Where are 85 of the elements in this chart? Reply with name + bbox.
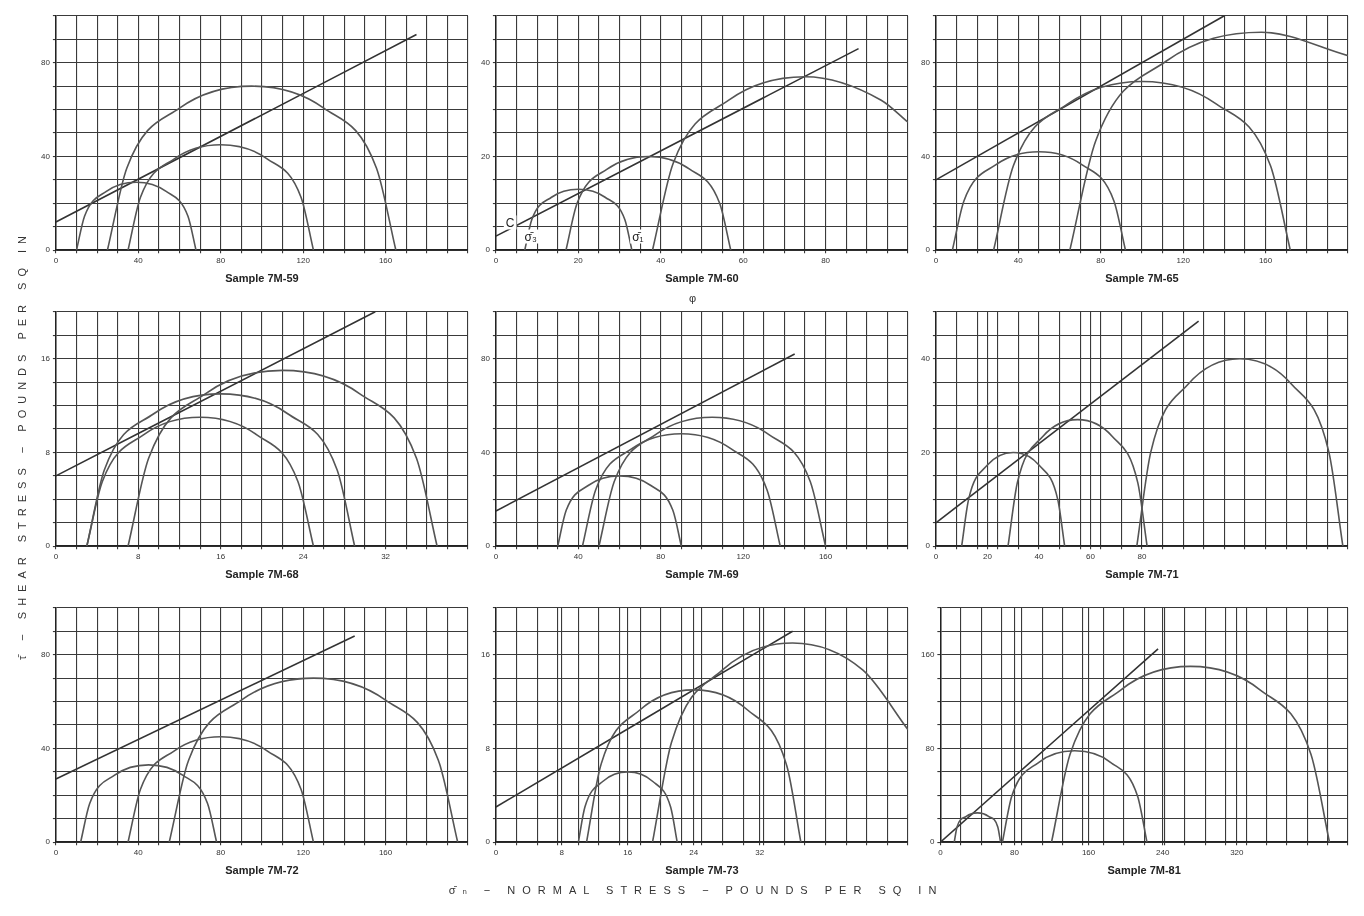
x-tick-label: 60 xyxy=(1085,552,1096,562)
y-tick-label: 0 xyxy=(485,541,491,551)
x-axis-title: Sample 7M-65 xyxy=(1105,272,1179,285)
y-tick-label: 0 xyxy=(45,541,51,551)
x-tick-label: 240 xyxy=(1156,848,1170,858)
y-tick-label: 20 xyxy=(920,447,931,457)
y-tick-label: 8 xyxy=(45,447,51,457)
annotation: C xyxy=(505,215,515,230)
x-axis-title: Sample 7M-68 xyxy=(225,568,299,581)
x-tick-label: 16 xyxy=(623,848,633,858)
x-tick-label: 40 xyxy=(1013,256,1024,266)
x-tick-label: 120 xyxy=(1176,256,1191,266)
y-tick-label: 0 xyxy=(45,837,51,847)
x-tick-label: 16 xyxy=(216,552,226,562)
y-tick-label: 40 xyxy=(480,447,491,457)
x-axis-title: Sample 7M-73 xyxy=(665,864,739,877)
x-tick-label: 8 xyxy=(559,848,565,858)
x-tick-label: 160 xyxy=(378,256,393,266)
x-tick-label: 40 xyxy=(573,552,584,562)
x-tick-label: 120 xyxy=(296,256,311,266)
x-tick-label: 32 xyxy=(381,552,391,562)
x-tick-label: 40 xyxy=(133,256,144,266)
x-axis-title: Sample 7M-71 xyxy=(1105,568,1179,581)
x-tick-label: 80 xyxy=(656,552,666,562)
x-tick-label: 0 xyxy=(53,256,59,266)
x-axis-title: Sample 7M-60 xyxy=(665,272,739,285)
x-tick-label: 40 xyxy=(133,848,144,858)
text: σ̄ₙ − NORMAL STRESS − POUNDS PER SQ IN xyxy=(447,884,945,897)
y-tick-label: 16 xyxy=(480,649,491,659)
y-tick-label: 80 xyxy=(920,57,931,67)
y-tick-label: 160 xyxy=(920,649,935,659)
x-tick-label: 20 xyxy=(982,552,993,562)
x-tick-label: 80 xyxy=(1096,256,1106,266)
x-tick-label: 20 xyxy=(573,256,584,266)
y-tick-label: 40 xyxy=(40,743,51,753)
y-tick-label: 40 xyxy=(480,57,491,67)
y-tick-label: 40 xyxy=(920,353,931,363)
y-tick-label: 40 xyxy=(40,151,51,161)
x-tick-label: 0 xyxy=(493,848,499,858)
x-axis-title: Sample 7M-69 xyxy=(665,568,739,581)
x-tick-label: 40 xyxy=(1034,552,1044,562)
y-tick-label: 80 xyxy=(40,57,51,67)
y-tick-label: 16 xyxy=(40,353,51,363)
y-tick-label: 0 xyxy=(485,837,491,847)
y-tick-label: 20 xyxy=(480,151,491,161)
x-tick-label: 0 xyxy=(493,552,499,562)
x-tick-label: 8 xyxy=(136,552,142,562)
x-axis-title: Sample 7M-72 xyxy=(225,864,299,877)
x-tick-label: 80 xyxy=(216,848,226,858)
x-tick-label: 80 xyxy=(821,256,831,266)
x-tick-label: 320 xyxy=(1230,848,1245,858)
x-tick-label: 32 xyxy=(755,848,765,858)
x-tick-label: 24 xyxy=(298,552,309,562)
x-tick-label: 60 xyxy=(738,256,749,266)
x-tick-label: 0 xyxy=(938,848,944,858)
y-tick-label: 80 xyxy=(925,743,935,753)
x-tick-label: 160 xyxy=(1081,848,1096,858)
annotation: σ̄₁ xyxy=(632,229,644,244)
y-tick-label: 0 xyxy=(485,245,491,255)
y-tick-label: 0 xyxy=(925,245,931,255)
x-axis-title: Sample 7M-81 xyxy=(1107,864,1181,877)
x-axis-title: Sample 7M-59 xyxy=(225,272,299,285)
x-tick-label: 120 xyxy=(736,552,751,562)
x-tick-label: 80 xyxy=(1010,848,1020,858)
y-tick-label: 80 xyxy=(40,649,51,659)
y-tick-label: 80 xyxy=(480,353,491,363)
x-tick-label: 160 xyxy=(818,552,833,562)
text: τ̄ − SHEAR STRESS − POUNDS PER SQ IN xyxy=(16,229,28,661)
x-tick-label: 40 xyxy=(656,256,666,266)
x-tick-label: 120 xyxy=(296,848,311,858)
y-tick-label: 40 xyxy=(920,151,931,161)
annotation: σ̄₃ xyxy=(524,229,537,244)
x-tick-label: 24 xyxy=(689,848,699,858)
x-tick-label: 0 xyxy=(493,256,499,266)
x-tick-label: 160 xyxy=(378,848,393,858)
x-tick-label: 0 xyxy=(53,848,59,858)
y-tick-label: 8 xyxy=(485,743,491,753)
text: φ xyxy=(687,292,705,304)
x-tick-label: 80 xyxy=(1137,552,1147,562)
y-tick-label: 0 xyxy=(929,837,935,847)
x-tick-label: 80 xyxy=(216,256,226,266)
y-tick-label: 0 xyxy=(925,541,931,551)
x-tick-label: 160 xyxy=(1258,256,1273,266)
y-tick-label: 0 xyxy=(45,245,51,255)
x-tick-label: 0 xyxy=(53,552,59,562)
